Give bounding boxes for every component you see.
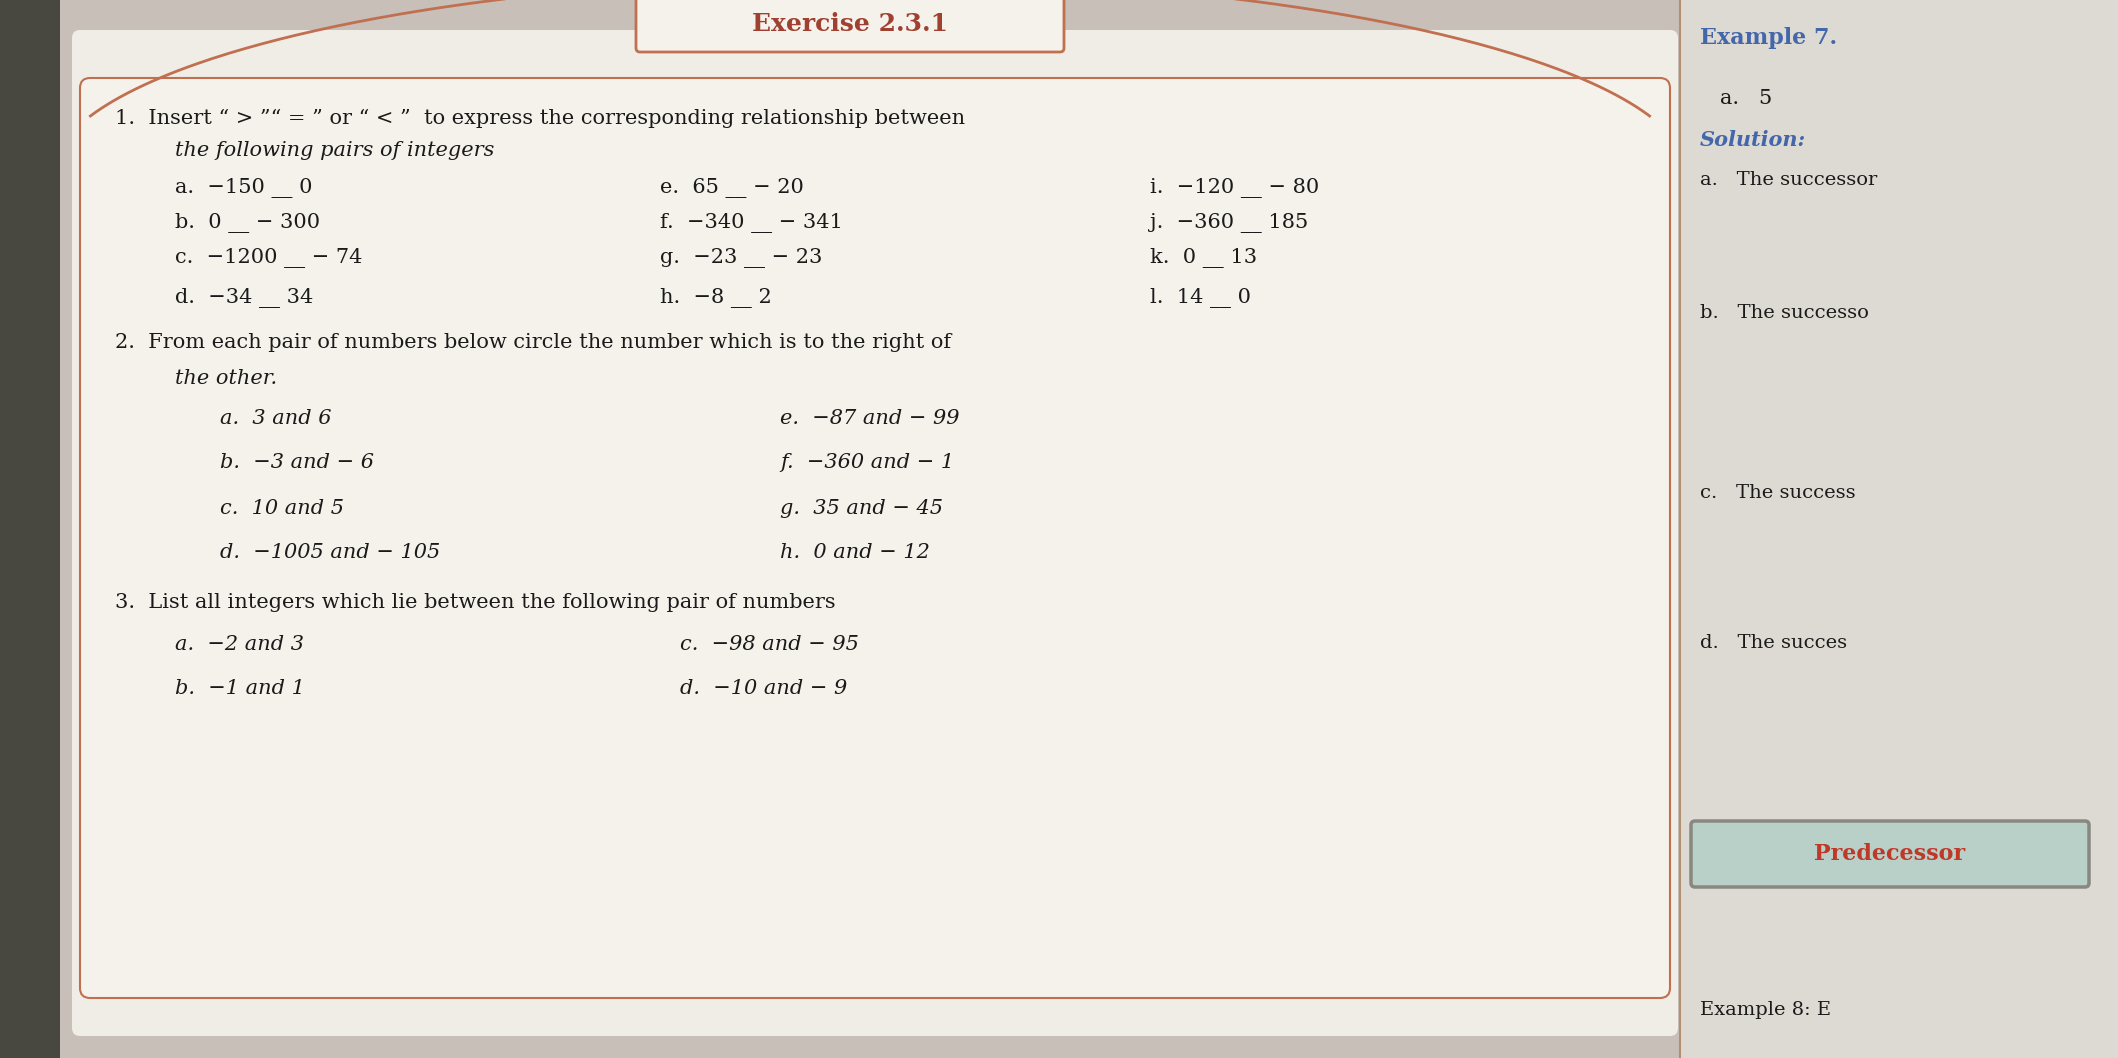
Text: a.  3 and 6: a. 3 and 6 (220, 408, 333, 427)
Text: b.  −3 and − 6: b. −3 and − 6 (220, 454, 375, 473)
Text: d.   The succes: d. The succes (1701, 634, 1847, 652)
Text: c.  10 and 5: c. 10 and 5 (220, 498, 343, 517)
Text: e.  65 __ − 20: e. 65 __ − 20 (661, 178, 805, 198)
FancyBboxPatch shape (80, 78, 1669, 998)
Text: l.  14 __ 0: l. 14 __ 0 (1150, 288, 1252, 308)
Text: a.  −150 __ 0: a. −150 __ 0 (176, 178, 313, 198)
Text: Example 8: E: Example 8: E (1701, 1001, 1830, 1019)
Text: Solution:: Solution: (1701, 130, 1807, 150)
Text: h.  0 and − 12: h. 0 and − 12 (779, 544, 930, 563)
Text: g.  35 and − 45: g. 35 and − 45 (779, 498, 943, 517)
Text: d.  −10 and − 9: d. −10 and − 9 (680, 678, 847, 697)
Text: j.  −360 __ 185: j. −360 __ 185 (1150, 213, 1309, 233)
Polygon shape (1680, 0, 2118, 1058)
Text: Exercise 2.3.1: Exercise 2.3.1 (752, 12, 949, 36)
Text: Example 7.: Example 7. (1701, 28, 1836, 49)
FancyBboxPatch shape (72, 30, 1677, 1036)
Text: c.  −1200 __ − 74: c. −1200 __ − 74 (176, 248, 362, 268)
Text: b.  0 __ − 300: b. 0 __ − 300 (176, 213, 320, 233)
Text: Predecessor: Predecessor (1815, 843, 1966, 865)
Text: a.  −2 and 3: a. −2 and 3 (176, 636, 305, 655)
Text: d.  −1005 and − 105: d. −1005 and − 105 (220, 544, 441, 563)
Text: 3.  List all integers which lie between the following pair of numbers: 3. List all integers which lie between t… (114, 594, 837, 613)
Text: a.   5: a. 5 (1720, 89, 1773, 108)
Text: d.  −34 __ 34: d. −34 __ 34 (176, 288, 313, 308)
Text: 2.  From each pair of numbers below circle the number which is to the right of: 2. From each pair of numbers below circl… (114, 333, 951, 352)
Text: the following pairs of integers: the following pairs of integers (176, 141, 493, 160)
Text: f.  −340 __ − 341: f. −340 __ − 341 (661, 213, 843, 233)
FancyBboxPatch shape (635, 0, 1063, 52)
Text: i.  −120 __ − 80: i. −120 __ − 80 (1150, 178, 1320, 198)
Text: 1.  Insert “ > ”“ = ” or “ < ”  to express the corresponding relationship betwee: 1. Insert “ > ”“ = ” or “ < ” to express… (114, 109, 966, 128)
Text: a.   The successor: a. The successor (1701, 171, 1877, 189)
FancyBboxPatch shape (1690, 821, 2088, 887)
Text: k.  0 __ 13: k. 0 __ 13 (1150, 248, 1258, 268)
Text: b.  −1 and 1: b. −1 and 1 (176, 678, 305, 697)
Text: c.  −98 and − 95: c. −98 and − 95 (680, 636, 860, 655)
Text: the other.: the other. (176, 368, 277, 387)
Polygon shape (0, 0, 59, 1058)
Text: b.   The successo: b. The successo (1701, 304, 1868, 322)
Text: e.  −87 and − 99: e. −87 and − 99 (779, 408, 959, 427)
Text: c.   The success: c. The success (1701, 484, 1855, 501)
Text: g.  −23 __ − 23: g. −23 __ − 23 (661, 248, 822, 268)
Text: f.  −360 and − 1: f. −360 and − 1 (779, 454, 953, 473)
Text: h.  −8 __ 2: h. −8 __ 2 (661, 288, 771, 308)
